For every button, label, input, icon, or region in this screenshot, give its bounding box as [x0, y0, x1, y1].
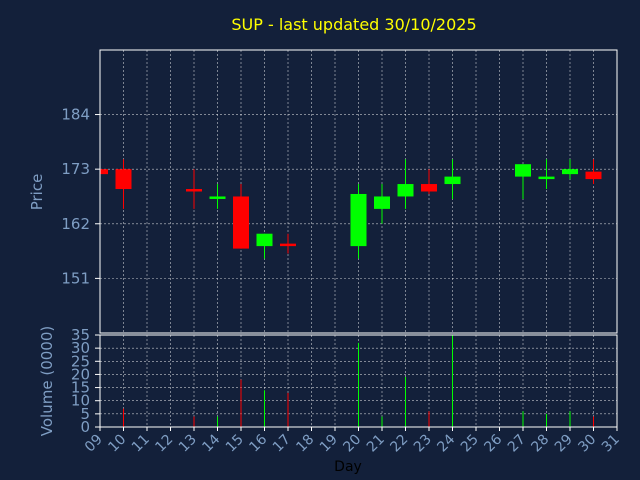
candle-body — [350, 193, 367, 247]
candle-body — [538, 176, 555, 180]
x-tick-label: 28 — [528, 432, 552, 456]
chart-title: SUP - last updated 30/10/2025 — [231, 15, 476, 34]
volume-tick-label: 10 — [71, 392, 90, 410]
candle-body — [421, 184, 437, 192]
x-tick-label: 25 — [458, 432, 482, 456]
candle-body — [256, 233, 273, 247]
x-tick-label: 20 — [340, 432, 364, 456]
volume-tick-label: 30 — [71, 339, 90, 357]
volume-axis-label: Volume (0000) — [38, 326, 56, 436]
x-tick-label: 29 — [552, 432, 576, 456]
candle-body — [444, 176, 461, 185]
volume-bars — [123, 335, 594, 427]
x-tick-label: 31 — [599, 432, 623, 456]
candle-body — [374, 196, 390, 209]
price-tick-label: 184 — [61, 106, 90, 124]
candle-body — [209, 196, 226, 199]
volume-tick-label: 25 — [71, 352, 90, 370]
volume-tick-label: 35 — [71, 326, 90, 344]
x-axis: 09 10 11 12 13 14 15 16 17 18 19 20 21 22 23 24 25 26 27 28… — [82, 427, 623, 455]
price-tick-label: 162 — [61, 215, 90, 233]
x-tick-label: 13 — [176, 432, 200, 456]
x-tick-label: 11 — [129, 432, 153, 456]
price-y-axis: 151 162 173 184 — [61, 106, 100, 287]
x-tick-label: 14 — [199, 431, 223, 455]
price-axis-label: Price — [28, 174, 46, 211]
x-tick-label: 23 — [411, 432, 435, 456]
volume-tick-label: 15 — [71, 379, 90, 397]
x-tick-label: 19 — [317, 432, 341, 456]
candle-body — [233, 196, 249, 249]
candle-body — [186, 189, 202, 192]
x-tick-label: 15 — [223, 432, 247, 456]
x-tick-label: 26 — [481, 431, 505, 455]
x-tick-label: 12 — [152, 432, 176, 456]
x-tick-label: 21 — [364, 432, 388, 456]
volume-tick-label: 20 — [71, 365, 90, 383]
price-candles — [99, 159, 602, 259]
volume-tick-label: 0 — [80, 418, 90, 436]
x-tick-label: 24 — [434, 431, 458, 455]
candle-body — [562, 169, 578, 175]
candle-body — [585, 171, 602, 180]
x-tick-label: 22 — [387, 432, 411, 456]
candle-body — [280, 243, 296, 247]
candle-body — [515, 164, 531, 177]
x-axis-label: Day — [334, 459, 362, 475]
volume-tick-label: 5 — [80, 405, 90, 423]
price-plot-frame — [99, 49, 618, 334]
x-tick-label: 18 — [293, 432, 317, 456]
candle-body — [100, 169, 108, 175]
x-tick-label: 10 — [105, 432, 129, 456]
x-tick-label: 30 — [575, 432, 599, 456]
candle-body — [115, 169, 132, 190]
price-tick-label: 151 — [61, 269, 90, 287]
candle-body — [397, 184, 414, 197]
x-tick-label: 16 — [246, 431, 270, 455]
x-tick-label: 27 — [505, 432, 529, 456]
x-tick-label: 17 — [270, 432, 294, 456]
price-tick-label: 173 — [61, 160, 90, 178]
